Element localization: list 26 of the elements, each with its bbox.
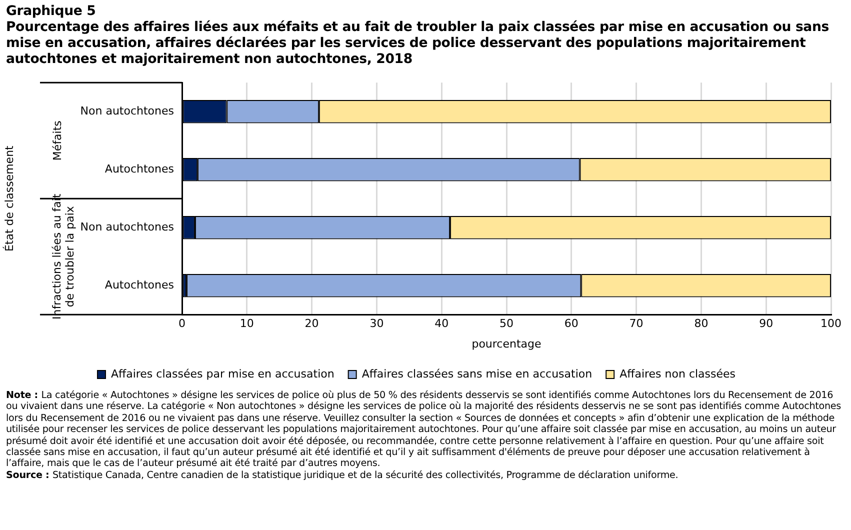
x-tick-label: 20 [304, 317, 319, 330]
text: Méfaits [50, 120, 64, 161]
x-tick-label: 70 [629, 317, 644, 330]
source-note: Source : Statistique Canada, Centre canadien de la statistique juridique et de la sécurité des collectivités, Programme de déclaration uniforme. [6, 470, 678, 481]
x-tick-label: 10 [240, 317, 254, 330]
x-tick-label: 30 [370, 317, 384, 330]
legend-label: Affaires classées par mise en accusation [110, 367, 334, 380]
x-tick-label: 50 [500, 317, 514, 330]
text: Infractions liées au fait de troubler la paix [50, 193, 76, 320]
x-tick-label: 40 [434, 317, 449, 330]
x-tick-label: 80 [694, 317, 708, 330]
x-tick-label: 100 [820, 317, 842, 330]
text: Graphique 5 [6, 4, 97, 20]
y-tick-label: Autochtones [104, 278, 174, 292]
y-tick-label: Autochtones [104, 162, 174, 176]
chart-subtitle: Pourcentage des affaires liées aux méfaits et au fait de troubler la paix classées par mise en accusation ou sans mise en accusation, affaires déclarées par les services de police desservant des populations majoritairement autochtones et majoritairement non autochtones, 2018 [6, 20, 830, 68]
legend-label: Affaires classées sans mise en accusation [362, 367, 592, 380]
x-axis-title: pourcentage [472, 337, 542, 350]
text: État de classement [2, 144, 16, 252]
x-tick-label: 90 [759, 317, 774, 330]
x-tick-label: 0 [178, 317, 186, 330]
text: Note : La catégorie « Autochtones » désigne les services de police où plus de 50 % des résidents desservis se sont identifiés comme Autochtones lors du Recensement de 2016 ou vivaient dans une réserve. La catégorie « Non autochtones » désigne les services de police où la majorité des résidents desservis ne se sont pas identifiés comme Autochtones lors du Recensement de 2016 ou ne vivaient pas dans une réserve. Veuillez consulter la section « Sources de données et concepts » afin d’obtenir une explication de la méthode utilisée pour recenser les services de police desservant les populations majoritairement autochtones. Pour qu’une affaire soit classée par mise en accusation, au moins un auteur présumé doit avoir été identifié et une accusation doit avoir été déposée, ou recommandée, contre cette personne relativement à l’affaire en question. Pour qu’une affaire soit classée sans mise en accusation, il faut qu’un auteur présumé ait été identifié et qu’il y ait suffisamment d'éléments de preuve pour déposer une accusation relativement à l’affaire, mais que le cas de l’auteur présumé ait été traité par d’autres moyens. [6, 390, 842, 470]
y-tick-label: Non autochtones [80, 220, 174, 234]
x-tick-label: 60 [564, 317, 578, 330]
legend-label: Affaires non classées [620, 367, 736, 380]
y-tick-label: Non autochtones [80, 104, 174, 118]
